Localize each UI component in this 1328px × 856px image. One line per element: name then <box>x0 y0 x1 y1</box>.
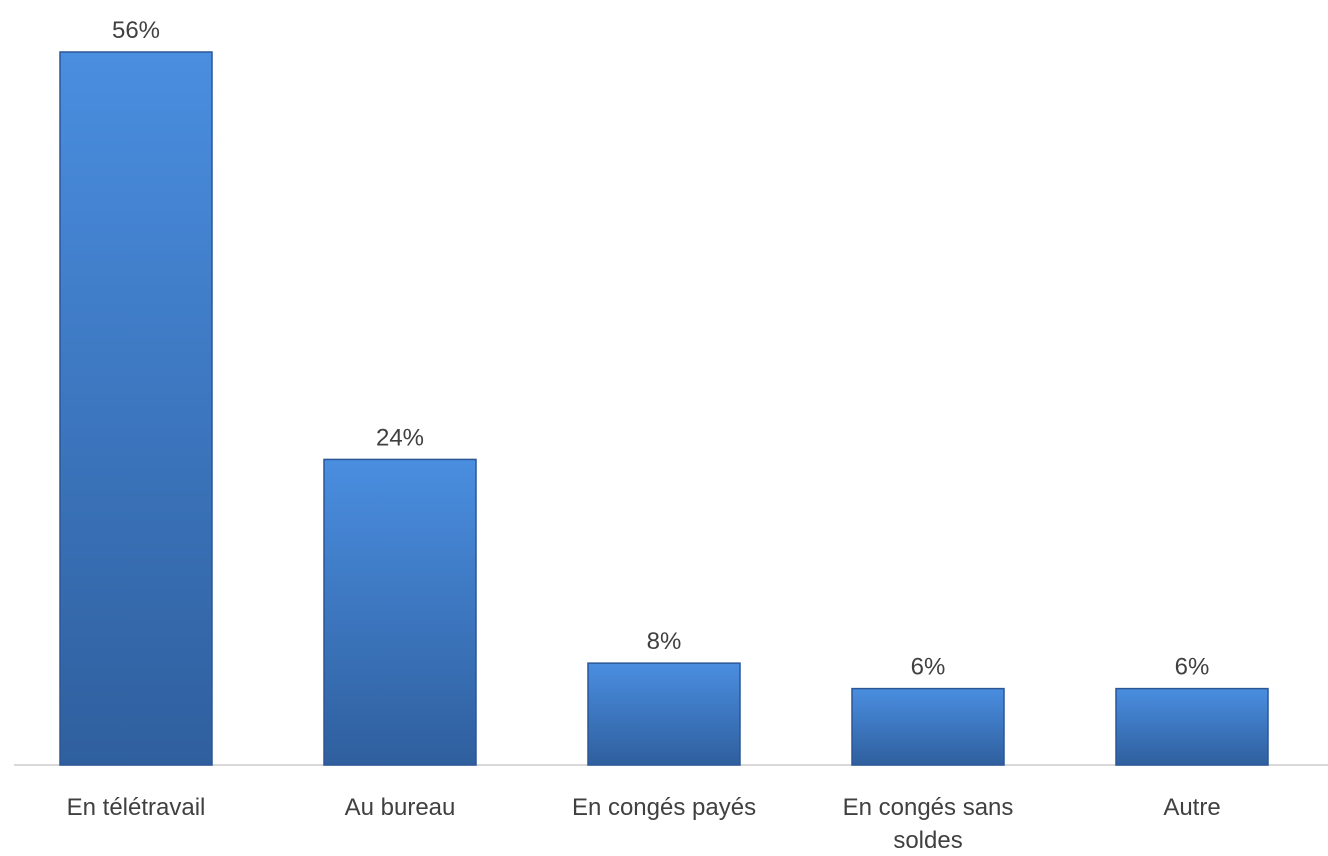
category-label: En télétravail <box>67 794 206 821</box>
category-label-line: En télétravail <box>67 794 206 821</box>
category-label-line: Au bureau <box>345 794 456 821</box>
category-label: En congés sans soldes <box>843 794 1014 854</box>
value-labels-group: 56% 24% 8% 6% 6% <box>112 17 1209 681</box>
bar <box>59 51 213 766</box>
category-label: En congés payés <box>572 794 756 821</box>
bar <box>587 662 741 766</box>
bar <box>851 687 1005 766</box>
category-label-line: En congés sans <box>843 794 1014 821</box>
data-label: 8% <box>647 628 682 655</box>
category-label-line: Autre <box>1163 794 1220 821</box>
data-label: 6% <box>1175 654 1210 681</box>
category-labels-group: En télétravail Au bureau En congés payés En… <box>67 794 1221 854</box>
data-label: 56% <box>112 17 160 44</box>
data-label: 6% <box>911 654 946 681</box>
data-label: 24% <box>376 424 424 451</box>
category-label-line: En congés payés <box>572 794 756 821</box>
bars-group <box>59 51 1269 766</box>
category-label: Autre <box>1163 794 1220 821</box>
bar <box>323 458 477 766</box>
bar <box>1115 687 1269 766</box>
category-label-line: soldes <box>893 827 962 854</box>
category-label: Au bureau <box>345 794 456 821</box>
